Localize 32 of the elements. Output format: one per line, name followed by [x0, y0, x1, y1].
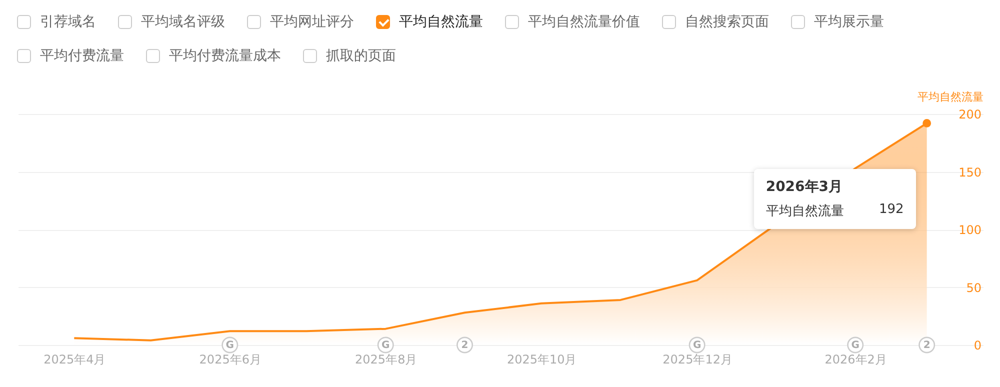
- x-tick-label: 2025年6月: [199, 352, 262, 366]
- y-tick-label: 150: [958, 165, 982, 180]
- checkbox: 抓取的页面: [303, 46, 396, 66]
- checkbox: 平均付费流量: [17, 46, 124, 66]
- x-tick-label: 2025年12月: [662, 352, 732, 366]
- checkbox: 平均付费流量成本: [146, 46, 281, 66]
- x-tick-label: 2025年4月: [44, 352, 106, 366]
- y-tick-label: 200: [958, 108, 982, 122]
- checked-checkbox: 平均自然流量: [376, 12, 483, 32]
- tooltip: 2026年3月 平均自然流量 192: [754, 169, 916, 230]
- checkbox: 引荐域名: [17, 12, 96, 32]
- x-tick-label: 2025年10月: [506, 352, 577, 366]
- x-tick-label: 2026年2月: [824, 352, 887, 366]
- y-tick-label: 0: [974, 338, 982, 352]
- checkbox: 自然搜索页面: [662, 12, 769, 32]
- annotation: 2: [923, 340, 930, 351]
- checkbox: 平均自然流量价值: [505, 12, 640, 32]
- checkbox: 平均网址评分: [247, 12, 354, 32]
- legend-label: 平均自然流量: [399, 13, 483, 31]
- y-tick-label: 100: [958, 223, 982, 237]
- annotation: 2: [461, 340, 468, 351]
- annotation: G: [226, 340, 234, 351]
- y-tick-label: 50: [966, 280, 982, 295]
- x-tick-label: 2025年8月: [355, 352, 418, 366]
- checkbox: 平均展示量: [791, 12, 884, 32]
- annotation: G: [692, 340, 702, 351]
- annotation: 2026年3月: [766, 178, 844, 196]
- y-axis-title: 平均自然流量: [918, 90, 984, 104]
- annotation: 192: [879, 202, 904, 220]
- annotation: G: [382, 340, 390, 351]
- checkbox: 平均域名评级: [118, 12, 225, 32]
- annotation: G: [851, 340, 860, 351]
